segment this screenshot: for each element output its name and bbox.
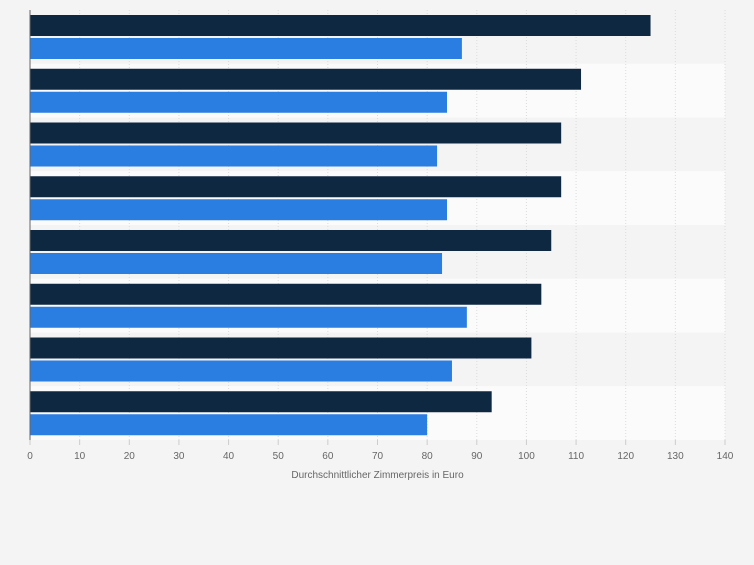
x-tick-label: 130 <box>667 451 684 462</box>
bar <box>30 337 532 359</box>
bar <box>30 91 447 113</box>
bar <box>30 283 542 305</box>
bar <box>30 360 452 382</box>
x-tick-label: 60 <box>322 451 334 462</box>
bar <box>30 38 462 59</box>
x-tick-label: 30 <box>173 451 185 462</box>
x-tick-label: 120 <box>617 451 634 462</box>
bar <box>30 414 428 436</box>
bar <box>30 122 562 144</box>
bar <box>30 199 447 221</box>
x-tick-label: 80 <box>422 451 434 462</box>
bar <box>30 145 438 167</box>
bar <box>30 306 467 328</box>
bar <box>30 230 552 251</box>
x-tick-label: 20 <box>124 451 136 462</box>
x-tick-label: 10 <box>74 451 86 462</box>
bar <box>30 68 582 90</box>
bar <box>30 176 562 198</box>
bar <box>30 15 651 36</box>
x-axis: 0 10 20 30 40 50 60 70 80 90 100 110 120 130 140 <box>27 440 734 462</box>
bars <box>30 15 651 436</box>
x-tick-label: 0 <box>27 451 33 462</box>
bar <box>30 391 492 413</box>
x-axis-title: Durchschnittlicher Zimmerpreis in Euro <box>291 470 464 481</box>
x-tick-label: 90 <box>471 451 483 462</box>
x-tick-label: 100 <box>518 451 535 462</box>
x-tick-label: 110 <box>568 451 584 462</box>
x-tick-label: 140 <box>717 451 734 462</box>
x-tick-label: 70 <box>372 451 384 462</box>
x-tick-label: 40 <box>223 451 235 462</box>
bar <box>30 253 443 274</box>
x-tick-label: 50 <box>273 451 285 462</box>
